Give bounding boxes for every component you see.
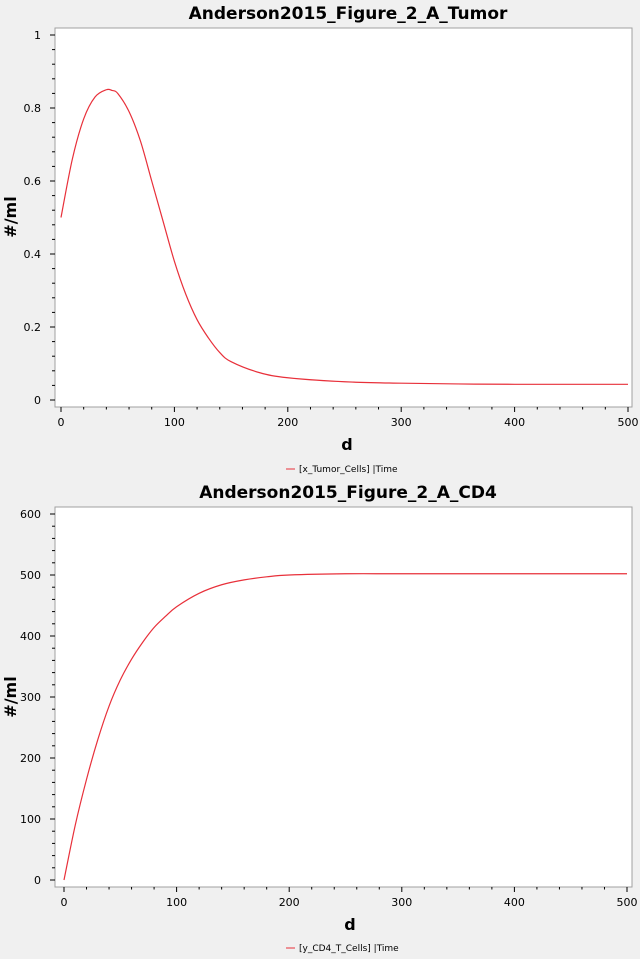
cd4-x-tick-label-1: 100 bbox=[166, 896, 187, 909]
cd4-y-tick-label-5: 500 bbox=[20, 569, 41, 582]
tumor-y-tick-label-3: 0.6 bbox=[24, 175, 42, 188]
cd4-x-tick-label-3: 300 bbox=[391, 896, 412, 909]
cd4-chart-title: Anderson2015_Figure_2_A_CD4 bbox=[199, 483, 497, 503]
tumor-x-tick-label-3: 300 bbox=[391, 416, 412, 429]
tumor-y-tick-label-0: 0 bbox=[34, 394, 41, 407]
tumor-y-tick-label-1: 0.2 bbox=[24, 321, 42, 334]
cd4-x-tick-label-5: 500 bbox=[617, 896, 638, 909]
tumor-x-tick-label-2: 200 bbox=[277, 416, 298, 429]
cd4-y-axis-label: #/ml bbox=[1, 676, 20, 717]
tumor-y-tick-label-2: 0.4 bbox=[24, 248, 42, 261]
tumor-x-tick-label-5: 500 bbox=[618, 416, 639, 429]
tumor-y-tick-label-4: 0.8 bbox=[24, 102, 42, 115]
tumor-ticks: 0 100 200 300 400 500 0 0.2 0.4 0.6 0.8 1 bbox=[24, 29, 639, 429]
cd4-y-tick-label-3: 300 bbox=[20, 691, 41, 704]
tumor-cells-series-line bbox=[60, 88, 629, 385]
cd4-x-tick-label-0: 0 bbox=[61, 896, 68, 909]
cd4-y-tick-label-1: 100 bbox=[20, 813, 41, 826]
cd4-y-tick-label-4: 400 bbox=[20, 630, 41, 643]
cd4-legend-label: [y_CD4_T_Cells] |Time bbox=[299, 944, 399, 954]
cd4-y-tick-label-2: 200 bbox=[20, 752, 41, 765]
tumor-legend-label: [x_Tumor_Cells] |Time bbox=[299, 465, 398, 475]
tumor-chart: Anderson2015_Figure_2_A_Tumor #/ml d 0 10… bbox=[1, 4, 639, 475]
tumor-x-tick-label-1: 100 bbox=[164, 416, 185, 429]
cd4-x-tick-label-2: 200 bbox=[279, 896, 300, 909]
cd4-cells-series-line bbox=[63, 573, 627, 881]
tumor-chart-title: Anderson2015_Figure_2_A_Tumor bbox=[189, 4, 508, 24]
tumor-plot-area bbox=[54, 27, 633, 408]
tumor-y-axis-label: #/ml bbox=[1, 196, 20, 237]
tumor-x-tick-label-0: 0 bbox=[58, 416, 65, 429]
cd4-y-tick-label-0: 0 bbox=[34, 874, 41, 887]
cd4-x-axis-label: d bbox=[344, 915, 355, 934]
cd4-x-tick-label-4: 400 bbox=[504, 896, 525, 909]
cd4-chart: Anderson2015_Figure_2_A_CD4 #/ml d 0 100 2… bbox=[1, 483, 638, 954]
tumor-x-tick-label-4: 400 bbox=[504, 416, 525, 429]
tumor-y-tick-label-5: 1 bbox=[34, 29, 41, 42]
cd4-plot-area bbox=[54, 506, 633, 888]
tumor-x-axis-label: d bbox=[341, 435, 352, 454]
cd4-ticks: 0 100 200 300 400 500 0 100 200 300 400 500 600 bbox=[20, 508, 638, 909]
cd4-y-tick-label-6: 600 bbox=[20, 508, 41, 521]
